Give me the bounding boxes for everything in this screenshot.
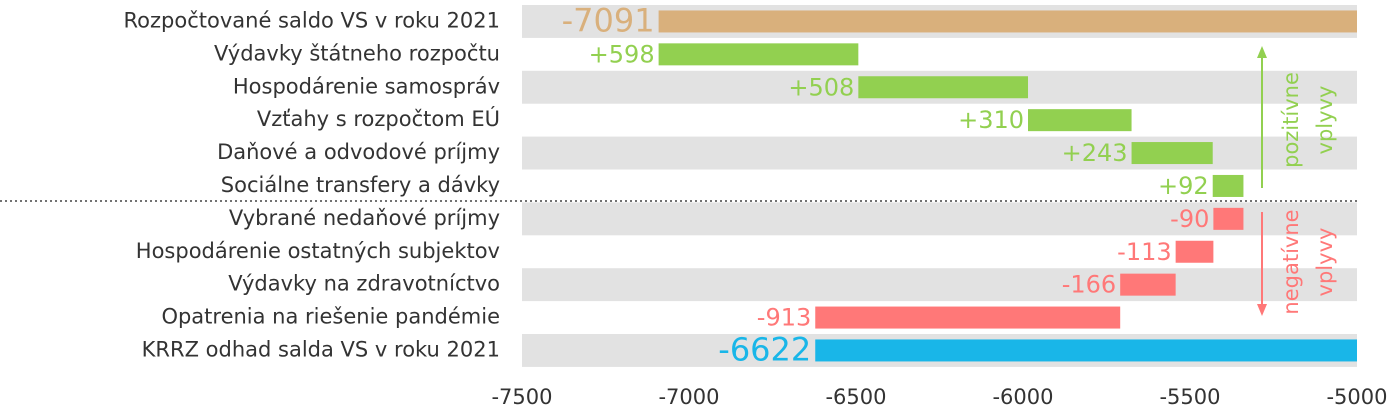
category-label: Hospodárenie samospráv	[233, 74, 500, 98]
value-label: -113	[1117, 238, 1171, 266]
x-tick-label: -7000	[658, 385, 719, 409]
value-label: -90	[1170, 205, 1209, 233]
value-label: +243	[1062, 139, 1128, 167]
bar	[1028, 109, 1132, 132]
category-label: Daňové a odvodové príjmy	[217, 140, 500, 164]
value-label: -166	[1062, 271, 1116, 299]
value-label: +310	[958, 106, 1024, 134]
value-label: -913	[757, 304, 811, 332]
category-label: Sociálne transfery a dávky	[221, 173, 500, 197]
row-band	[522, 136, 1357, 170]
arrow-up-head	[1257, 46, 1267, 58]
category-label: Hospodárenie ostatných subjektov	[136, 239, 500, 263]
category-label: Výdavky štátneho rozpočtu	[214, 41, 500, 65]
x-tick-label: -6000	[992, 385, 1053, 409]
category-label: Vzťahy s rozpočtom EÚ	[257, 106, 500, 131]
bar	[815, 339, 1357, 362]
value-label: -6622	[718, 330, 811, 368]
bar	[815, 306, 1121, 329]
x-tick-label: -5000	[1326, 385, 1387, 409]
annotation: vplyvy	[1313, 228, 1337, 297]
category-label: Opatrenia na riešenie pandémie	[161, 305, 500, 329]
arrow-down-head	[1257, 304, 1267, 316]
x-tick-label: -6500	[825, 385, 886, 409]
bar	[658, 43, 859, 66]
category-label: Vybrané nedaňové príjmy	[229, 206, 500, 230]
value-label: +598	[589, 40, 655, 68]
value-label: +92	[1158, 172, 1209, 200]
annotation: vplyvy	[1313, 86, 1337, 155]
bar	[1213, 207, 1244, 230]
row-band	[522, 268, 1357, 302]
category-label: Výdavky na zdravotníctvo	[228, 272, 500, 296]
x-tick-label: -5500	[1159, 385, 1220, 409]
bar	[1120, 273, 1176, 296]
bar	[1175, 240, 1214, 263]
value-label: -7091	[562, 1, 655, 39]
category-label: KRRZ odhad salda VS v roku 2021	[142, 337, 500, 361]
x-tick-label: -7500	[491, 385, 552, 409]
bar	[658, 10, 1357, 33]
category-label: Rozpočtované saldo VS v roku 2021	[124, 8, 500, 32]
bar	[1212, 174, 1244, 197]
bar	[858, 76, 1029, 99]
annotation: pozitívne	[1279, 72, 1303, 168]
annotation: negatívne	[1279, 209, 1303, 314]
bar	[1131, 142, 1213, 165]
value-label: +508	[788, 73, 854, 101]
